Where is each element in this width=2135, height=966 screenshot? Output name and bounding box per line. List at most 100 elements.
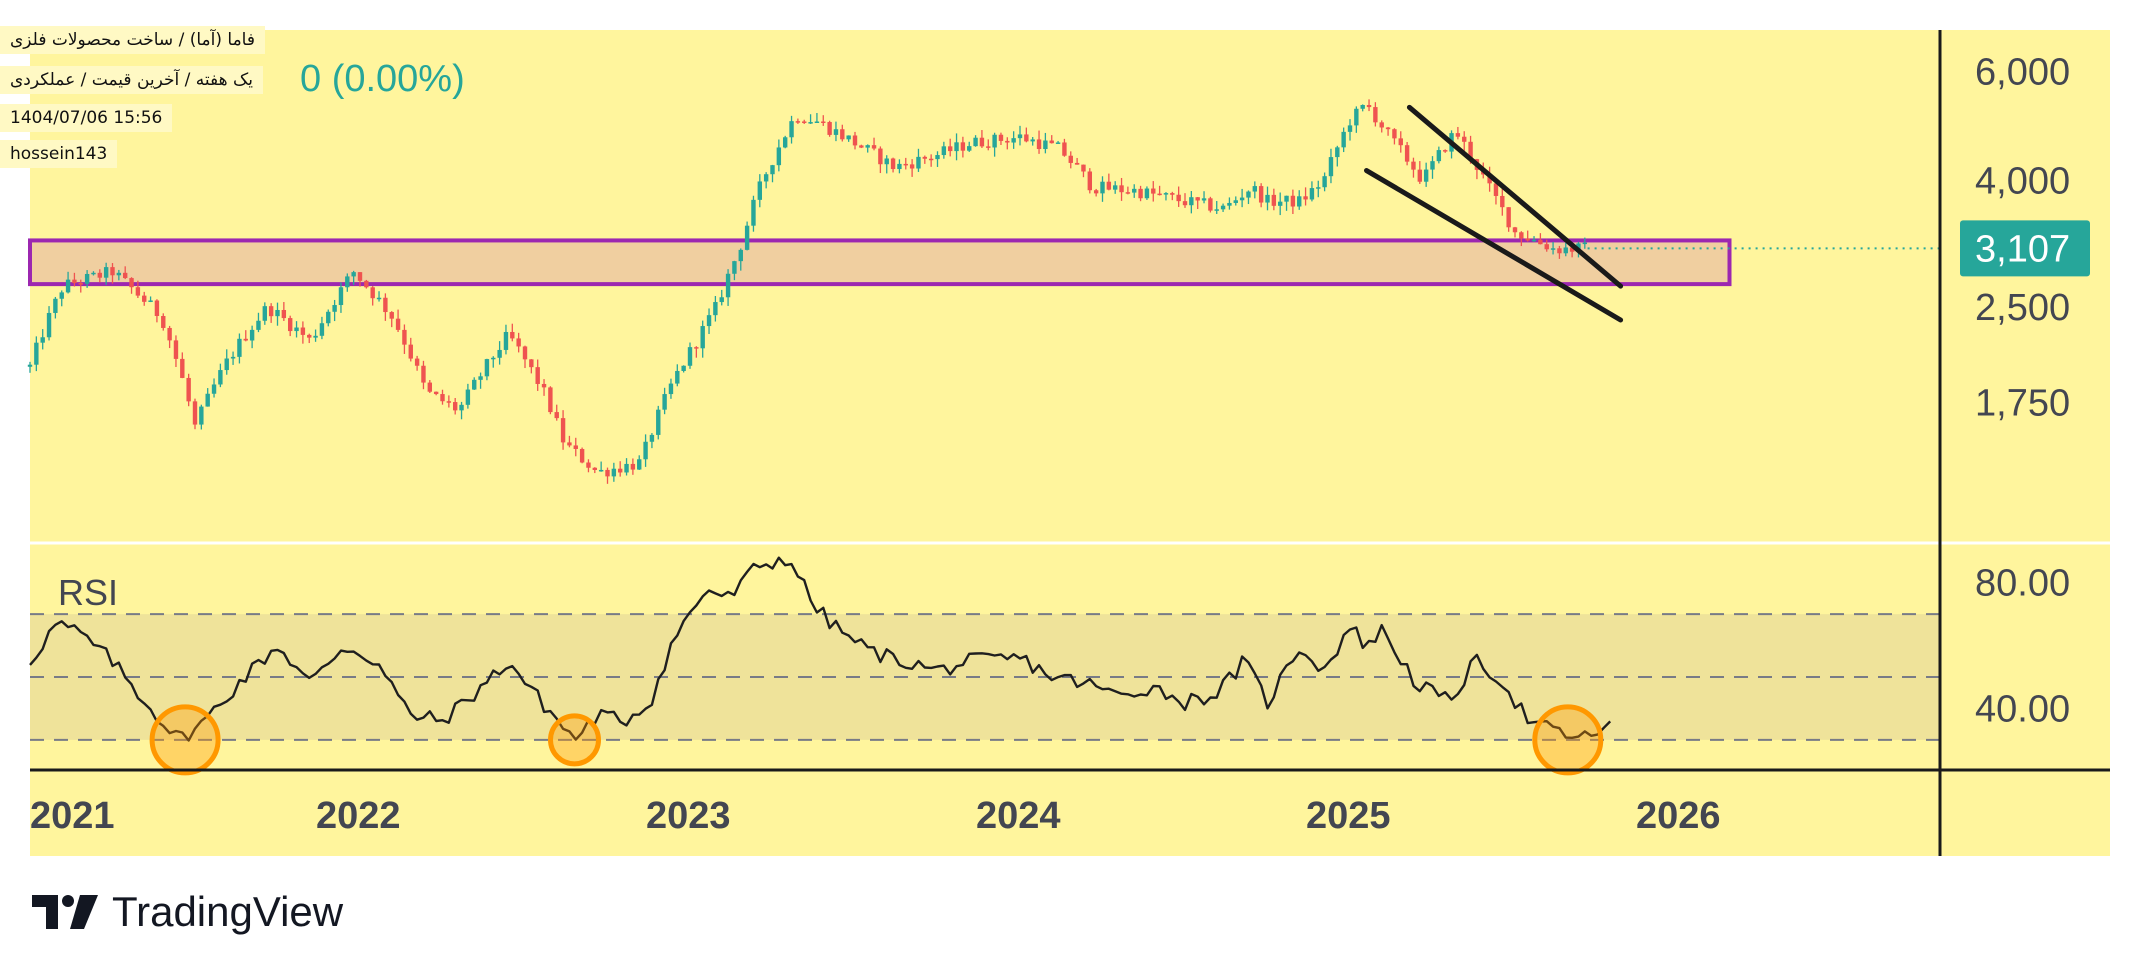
candle-body — [338, 287, 344, 306]
candle-body — [376, 297, 382, 300]
candle-body — [763, 174, 769, 182]
candle-body — [656, 409, 661, 435]
candle-body — [237, 338, 242, 357]
candle-body — [440, 394, 445, 402]
candle-body — [586, 462, 591, 468]
candle-body — [427, 382, 433, 392]
candle-body — [1487, 174, 1492, 184]
candle-body — [706, 315, 712, 327]
candle-body — [1582, 242, 1588, 245]
candle-body — [884, 158, 889, 165]
candle-body — [1074, 162, 1080, 165]
candle-body — [1132, 188, 1137, 193]
candle-body — [713, 302, 718, 316]
candle-body — [1297, 196, 1302, 207]
candle-body — [973, 137, 978, 147]
candle-body — [472, 379, 477, 390]
candle-body — [1201, 198, 1207, 201]
candle-body — [573, 445, 578, 449]
candle-body — [986, 146, 991, 148]
tradingview-brand[interactable]: TradingView — [32, 888, 343, 936]
candle-body — [478, 376, 483, 380]
rsi-oversold-circle — [149, 704, 221, 776]
candle-body — [326, 311, 331, 324]
candle-body — [694, 347, 699, 349]
time-axis-label: 2026 — [1636, 795, 1721, 837]
candle-body — [319, 323, 325, 336]
candle-body — [770, 165, 775, 175]
candle-body — [700, 326, 705, 349]
last-price-label: 3,107 — [1975, 228, 2070, 270]
candle-body — [1043, 140, 1048, 150]
author-name: hossein143 — [0, 140, 118, 168]
candle-body — [617, 468, 623, 473]
candle-body — [414, 358, 420, 366]
candle-body — [224, 358, 229, 371]
rsi-oversold-circle — [1532, 704, 1604, 776]
candle-body — [579, 448, 585, 463]
candle-body — [1144, 188, 1150, 199]
candle-body — [1417, 169, 1423, 182]
candle-body — [294, 327, 299, 332]
candle-body — [1170, 193, 1175, 195]
candle-body — [960, 142, 966, 151]
price-tick-label: 6,000 — [1975, 51, 2070, 93]
candle-body — [122, 272, 128, 279]
candle-body — [1081, 164, 1086, 172]
candle-body — [300, 327, 306, 335]
rsi-pane: RSI — [29, 556, 1940, 776]
candle-body — [541, 383, 547, 388]
rsi-label: RSI — [58, 572, 118, 613]
candle-body — [307, 334, 312, 338]
candle-body — [211, 384, 217, 394]
candle-body — [1017, 134, 1023, 139]
candle-body — [395, 318, 401, 330]
symbol-title: فاما (آما) / ساخت محصولات فلزی — [0, 26, 265, 54]
candle-body — [1500, 195, 1505, 208]
price-change: 0 (0.00%) — [300, 58, 465, 100]
candle-body — [148, 300, 153, 302]
candle-body — [1024, 134, 1029, 142]
candle-body — [1214, 209, 1219, 211]
candle-body — [928, 158, 934, 161]
candle-body — [1005, 140, 1010, 143]
candle-body — [249, 329, 255, 341]
candle-body — [516, 338, 521, 347]
candle-body — [598, 469, 604, 472]
candle-body — [909, 164, 915, 169]
candle-body — [1163, 193, 1169, 195]
candle-body — [503, 331, 509, 350]
candle-body — [1430, 161, 1435, 170]
candle-body — [180, 358, 185, 378]
candle-body — [1087, 171, 1093, 191]
candle-body — [871, 145, 877, 149]
candle-body — [1544, 244, 1549, 250]
candle-body — [1119, 185, 1124, 193]
candle-body — [497, 349, 502, 358]
candle-body — [751, 199, 756, 226]
rsi-line — [29, 556, 1612, 742]
candle-body — [1303, 196, 1308, 200]
candle-body — [567, 442, 572, 446]
candle-body — [865, 145, 870, 148]
last-price-badge — [1960, 220, 2090, 277]
tradingview-logo-icon — [32, 895, 98, 929]
candle-body — [199, 406, 204, 425]
candle-body — [744, 225, 750, 250]
candle-body — [1322, 176, 1327, 188]
candle-body — [91, 272, 96, 275]
candle-body — [662, 394, 667, 410]
candle-body — [611, 468, 617, 477]
candle-body — [1506, 207, 1511, 228]
price-pane — [27, 99, 1940, 484]
candle-body — [281, 309, 287, 319]
wedge-trendline — [1364, 168, 1624, 323]
rsi-band — [30, 614, 1940, 740]
candle-body — [1341, 131, 1346, 148]
rsi-oversold-circle — [548, 713, 601, 767]
candle-body — [1354, 108, 1359, 126]
candle-body — [592, 467, 598, 470]
candle-body — [560, 418, 566, 443]
candle-body — [1157, 193, 1162, 196]
candle-body — [1055, 142, 1061, 144]
